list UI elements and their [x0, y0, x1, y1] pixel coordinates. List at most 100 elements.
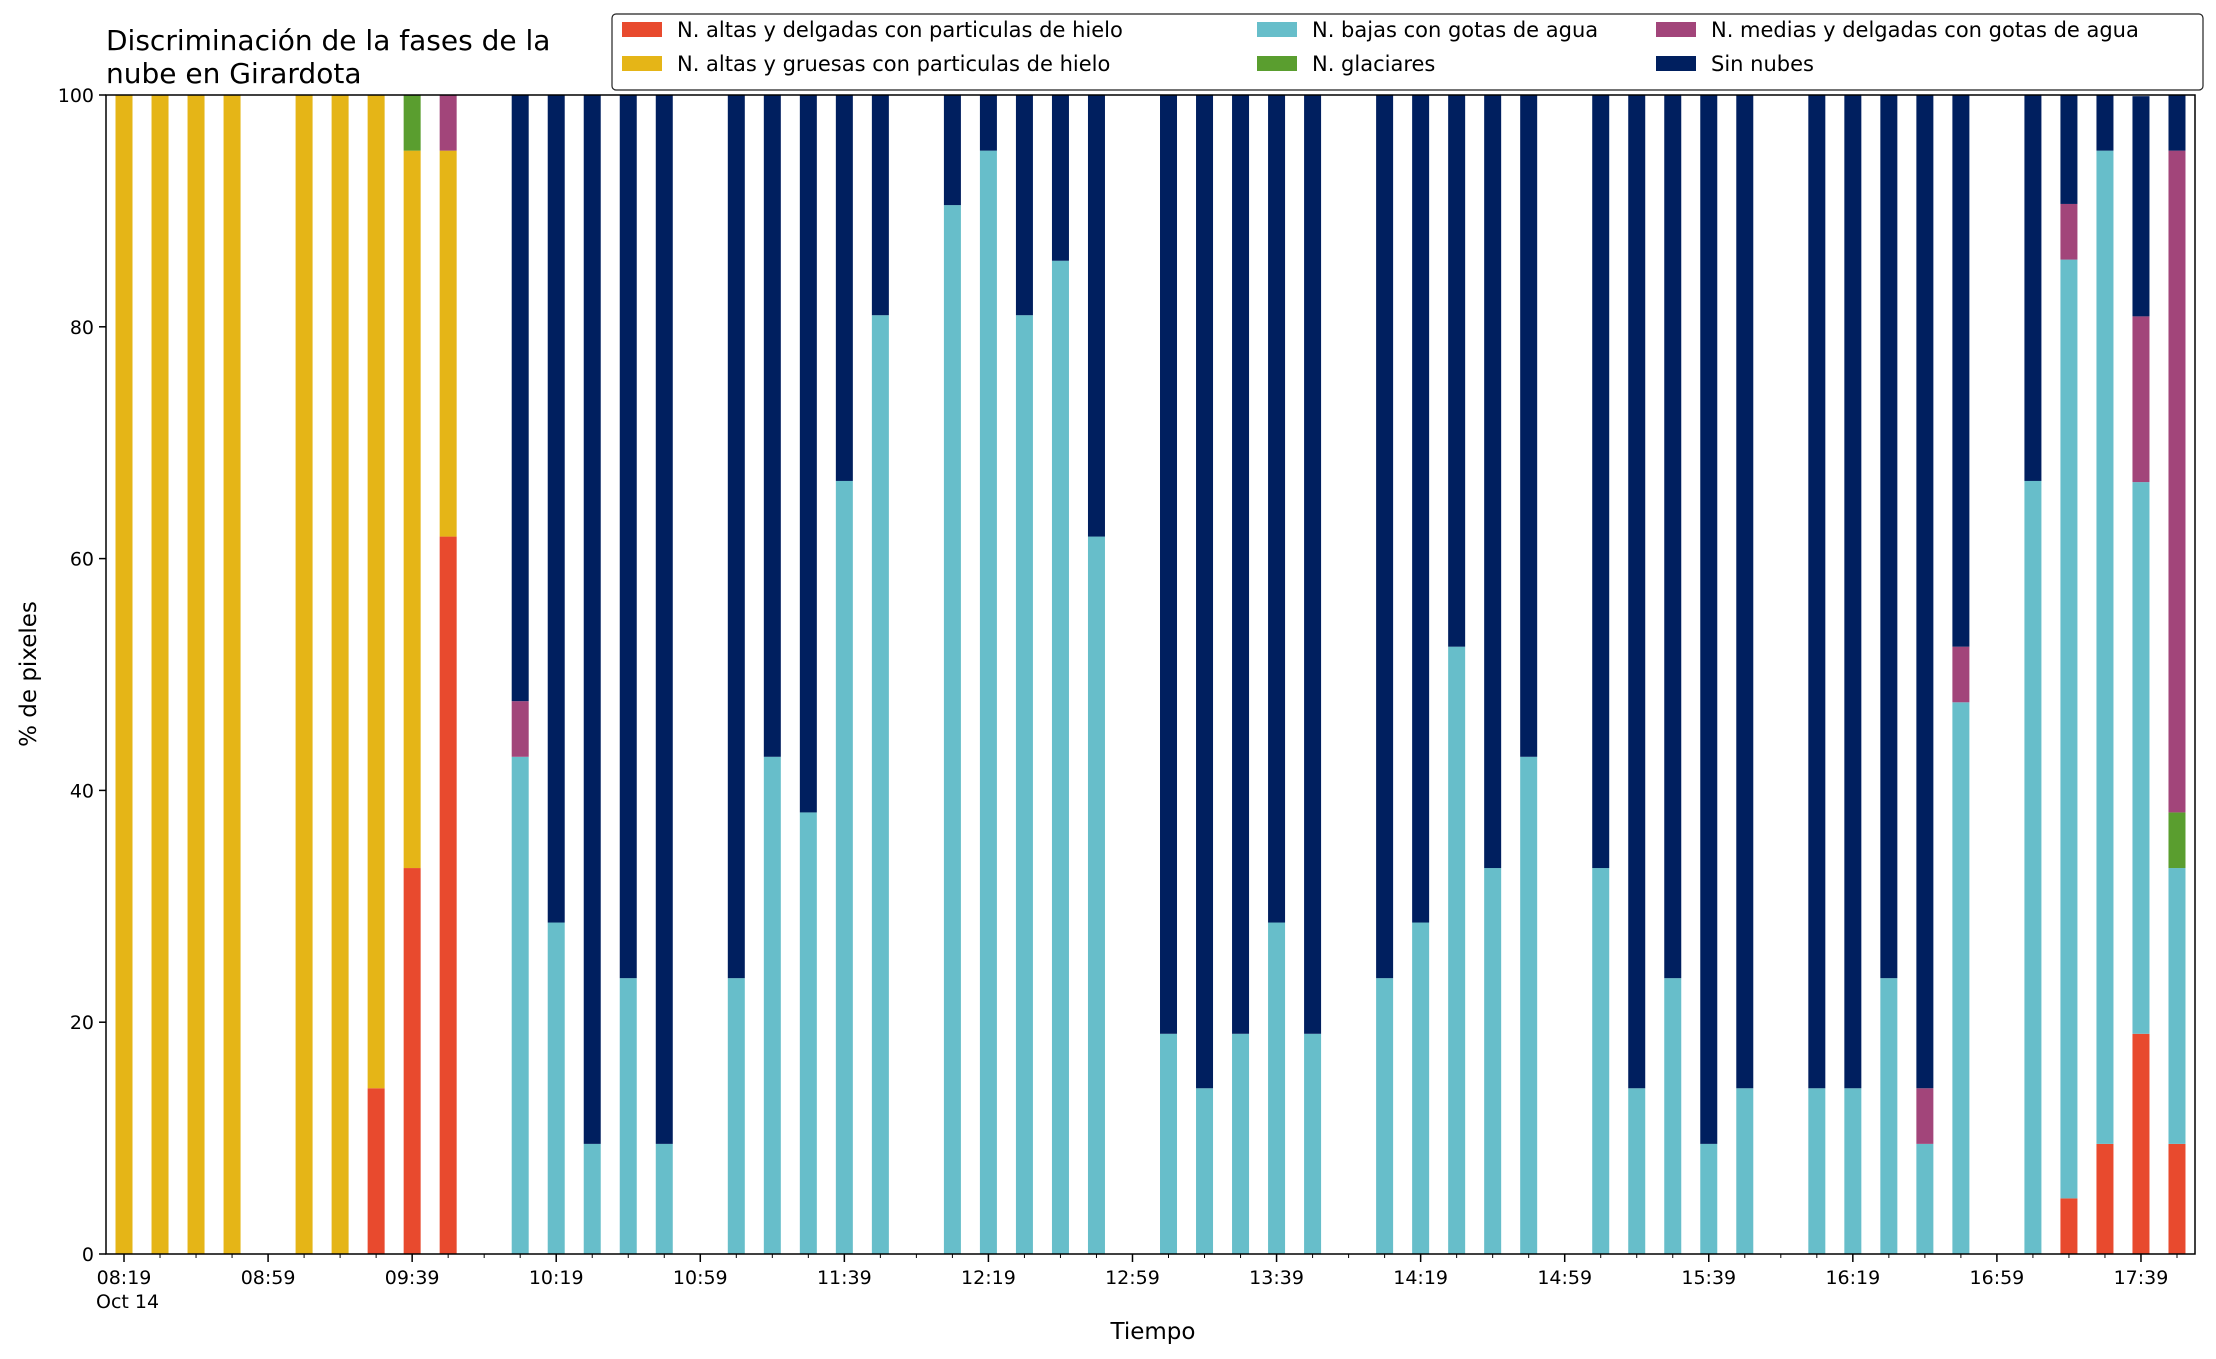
- x-tick-label: 10:59: [673, 1267, 728, 1289]
- bar-segment: [2060, 259, 2078, 1199]
- bar-segment: [367, 95, 385, 1089]
- x-tick-label: 09:39: [385, 1267, 440, 1289]
- legend-swatch: [1257, 22, 1297, 37]
- bar-segment: [187, 95, 205, 1254]
- bar-segment: [1196, 95, 1214, 1089]
- bar-segment: [1844, 1088, 1862, 1254]
- bar-segment: [2132, 1033, 2150, 1254]
- bar-segment: [1160, 1033, 1178, 1254]
- bar-segment: [1592, 868, 1610, 1254]
- x-axis-label: Tiempo: [1110, 1319, 1196, 1345]
- legend-label: N. altas y delgadas con particulas de hi…: [677, 18, 1123, 42]
- legend-label: N. bajas con gotas de agua: [1312, 18, 1598, 42]
- bar-segment: [1520, 95, 1538, 757]
- bar-segment: [511, 95, 529, 702]
- legend-swatch: [622, 56, 662, 71]
- bar-segment: [1844, 95, 1862, 1089]
- bar-segment: [403, 95, 421, 151]
- bar-segment: [1700, 1143, 1718, 1254]
- bar-segment: [1304, 95, 1322, 1034]
- bar-segment: [835, 480, 853, 1254]
- bar-segment: [799, 95, 817, 813]
- bar-segment: [1700, 95, 1718, 1144]
- bar-segment: [1087, 536, 1105, 1254]
- bar-segment: [1376, 978, 1394, 1254]
- bar-segment: [439, 95, 457, 151]
- legend: N. altas y delgadas con particulas de hi…: [611, 13, 2204, 91]
- bar-segment: [1736, 95, 1754, 1089]
- bar-segment: [2024, 480, 2042, 1254]
- bar-segment: [835, 95, 853, 481]
- legend-box: [611, 13, 2204, 91]
- bar-segment: [655, 95, 673, 1144]
- bar-segment: [871, 315, 889, 1255]
- bar-segment: [583, 1143, 601, 1254]
- bar-segment: [727, 978, 745, 1254]
- bar-segment: [979, 150, 997, 1254]
- bar-segment: [295, 95, 313, 1254]
- bar-segment: [1268, 922, 1286, 1254]
- bar-segment: [1304, 1033, 1322, 1254]
- y-tick-label: 20: [70, 1012, 94, 1034]
- bar-segment: [763, 756, 781, 1254]
- x-tick-label: 13:39: [1249, 1267, 1304, 1289]
- bar-segment: [439, 150, 457, 537]
- x-tick-label: 14:19: [1393, 1267, 1448, 1289]
- bar-segment: [2060, 203, 2078, 260]
- x-tick-label: 16:19: [1825, 1267, 1880, 1289]
- bar-segment: [2132, 96, 2150, 317]
- x-tick-label: 12:19: [961, 1267, 1016, 1289]
- x-tick-label: 17:39: [2114, 1267, 2169, 1289]
- y-tick-label: 100: [58, 85, 94, 107]
- bar-segment: [2132, 482, 2150, 1034]
- bar-segment: [2060, 1198, 2078, 1254]
- bar-segment: [1628, 95, 1646, 1089]
- bar-segment: [1664, 95, 1682, 979]
- legend-swatch: [1257, 56, 1297, 71]
- bar-segment: [655, 1143, 673, 1254]
- bar-segment: [1916, 1143, 1934, 1254]
- bars-group: [115, 95, 2186, 1255]
- bar-segment: [2096, 150, 2114, 1144]
- x-tick-label: 12:59: [1105, 1267, 1160, 1289]
- bar-segment: [115, 95, 133, 1254]
- x-tick-label: 15:39: [1681, 1267, 1736, 1289]
- bar-segment: [1448, 95, 1466, 647]
- bar-segment: [2168, 812, 2186, 869]
- bar-segment: [1412, 922, 1430, 1254]
- bar-segment: [2168, 1143, 2186, 1254]
- y-tick-label: 0: [82, 1244, 94, 1266]
- bar-segment: [2096, 1143, 2114, 1254]
- legend-label: N. altas y gruesas con particulas de hie…: [677, 52, 1110, 76]
- bar-segment: [223, 95, 241, 1254]
- bar-segment: [1880, 95, 1898, 979]
- bar-segment: [1484, 868, 1502, 1254]
- y-tick-label: 40: [70, 780, 94, 802]
- x-tick-label: 10:19: [529, 1267, 584, 1289]
- y-tick-label: 80: [70, 317, 94, 339]
- bar-segment: [1664, 978, 1682, 1254]
- bar-segment: [1952, 646, 1970, 703]
- bar-segment: [1952, 702, 1970, 1254]
- bar-segment: [511, 756, 529, 1254]
- chart-title-line-1: Discriminación de la fases de la: [106, 24, 550, 57]
- legend-label: N. medias y delgadas con gotas de agua: [1711, 18, 2139, 42]
- bar-segment: [1051, 260, 1069, 1254]
- bar-segment: [439, 536, 457, 1254]
- bar-segment: [367, 1088, 385, 1254]
- bar-segment: [943, 205, 961, 1255]
- bar-segment: [1628, 1088, 1646, 1254]
- x-tick-label: 11:39: [817, 1267, 872, 1289]
- bar-segment: [511, 701, 529, 757]
- y-tick-label: 60: [70, 549, 94, 571]
- legend-swatch: [622, 22, 662, 37]
- bar-segment: [1808, 95, 1826, 1089]
- bar-segment: [619, 978, 637, 1254]
- bar-segment: [331, 95, 349, 1254]
- bar-segment: [2168, 868, 2186, 1144]
- bar-segment: [1268, 95, 1286, 923]
- x-tick-label: 08:59: [241, 1267, 296, 1289]
